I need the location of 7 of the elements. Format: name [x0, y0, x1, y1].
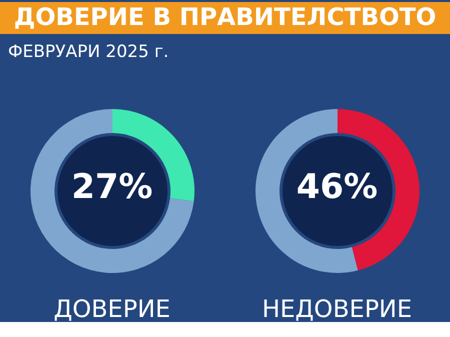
donut-slice — [30, 109, 194, 273]
text: ФЕВРУАРИ 2025 г. — [8, 42, 169, 62]
data-label: 46% — [296, 167, 378, 207]
text: ДОВЕРИЕ — [54, 295, 170, 323]
text: ДОВЕРИЕ В ПРАВИТЕЛСТВОТО — [14, 3, 436, 31]
text: НЕДОВЕРИЕ — [262, 295, 412, 323]
data-label: 27% — [71, 167, 153, 207]
